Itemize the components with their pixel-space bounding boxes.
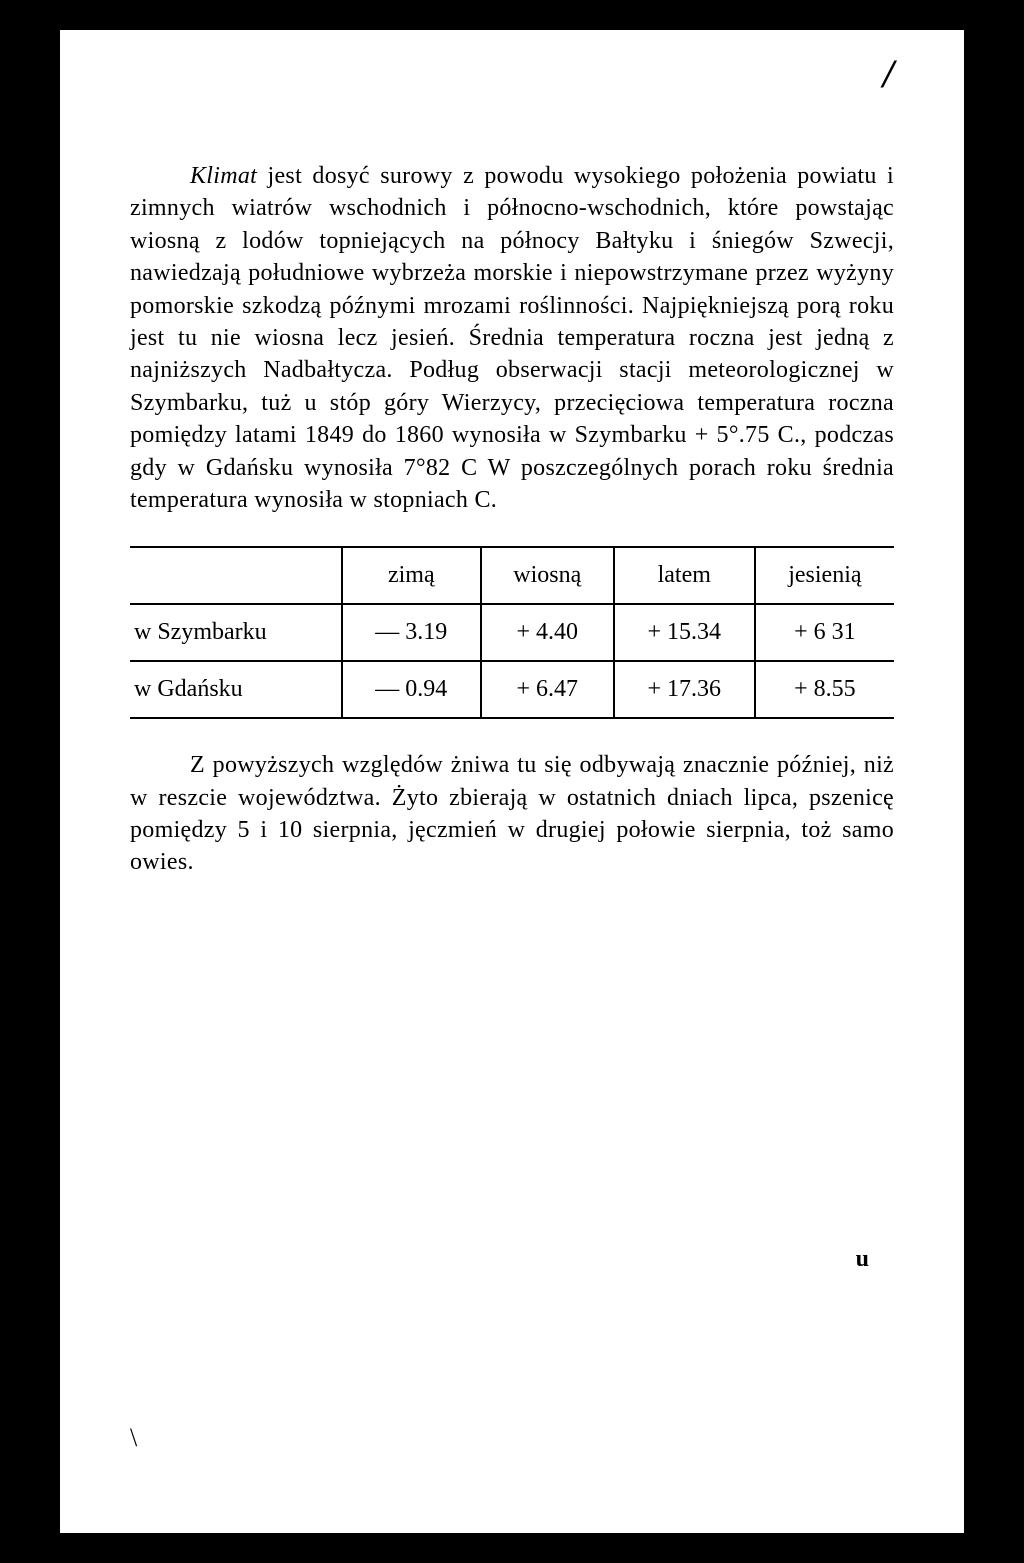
temperature-table: zimą wiosną latem jesienią w Szymbarku —… [130, 546, 894, 719]
table-cell: + 8.55 [755, 661, 894, 718]
table-cell: — 3.19 [342, 604, 481, 661]
bottom-right-mark: u [856, 1246, 869, 1273]
table-header-autumn: jesienią [755, 547, 894, 604]
paragraph-1: Klimat jest dosyć surowy z powodu wysoki… [130, 160, 894, 516]
table-header-empty [130, 547, 342, 604]
table-cell: + 15.34 [614, 604, 755, 661]
table-cell: + 6 31 [755, 604, 894, 661]
paragraph-1-body: jest dosyć surowy z powodu wysokiego poł… [130, 163, 894, 513]
top-mark: / [883, 50, 894, 97]
table-row-label: w Gdańsku [130, 661, 342, 718]
bottom-left-mark: \ [130, 1423, 137, 1453]
table-header-winter: zimą [342, 547, 481, 604]
table-cell: + 4.40 [481, 604, 614, 661]
paragraph-1-emphasis: Klimat [190, 163, 257, 189]
table-row-label: w Szymbarku [130, 604, 342, 661]
table-row: w Szymbarku — 3.19 + 4.40 + 15.34 + 6 31 [130, 604, 894, 661]
page: / Klimat jest dosyć surowy z powodu wyso… [0, 0, 1024, 1563]
table-cell: + 17.36 [614, 661, 755, 718]
table-cell: + 6.47 [481, 661, 614, 718]
table-cell: — 0.94 [342, 661, 481, 718]
table-header-spring: wiosną [481, 547, 614, 604]
table-header-summer: latem [614, 547, 755, 604]
content-area: / Klimat jest dosyć surowy z powodu wyso… [60, 30, 964, 1533]
table-header-row: zimą wiosną latem jesienią [130, 547, 894, 604]
paragraph-2: Z powyższych względów żniwa tu się odbyw… [130, 749, 894, 879]
table-row: w Gdańsku — 0.94 + 6.47 + 17.36 + 8.55 [130, 661, 894, 718]
